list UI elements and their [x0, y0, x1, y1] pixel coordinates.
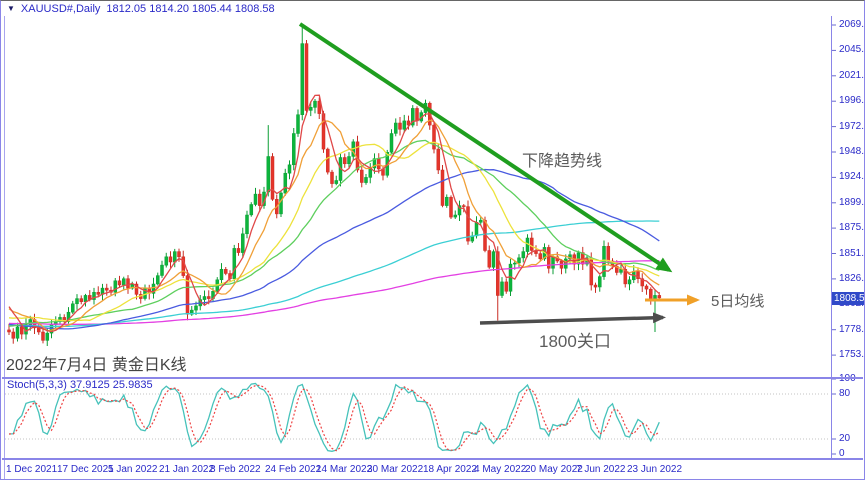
- date-tick-label: 24 Feb 2022: [265, 464, 322, 475]
- descending-trendline: [298, 22, 673, 273]
- ma-60-line: [8, 168, 660, 330]
- symbol-timeframe-label: XAUUSD#,Daily: [20, 2, 101, 15]
- price-tick-label: 1996.90: [839, 95, 865, 106]
- price-tick-label: 1972.60: [839, 121, 865, 132]
- date-tick-label: 20 May 2022: [525, 464, 583, 475]
- ma-30-line: [8, 139, 660, 327]
- price-axis-separator: [831, 2, 832, 459]
- stoch-overbought-oversold-lines: [5, 393, 829, 440]
- date-tick-label: 30 Mar 2022: [367, 464, 424, 475]
- stoch-k-line: [8, 382, 660, 452]
- current-price-badge: 1808.58: [832, 292, 865, 305]
- trendline-annotation-label: 下降趋势线: [522, 153, 603, 170]
- ma-200-line: [8, 259, 660, 326]
- stoch-scale-label: 80: [839, 388, 851, 399]
- date-tick-label: 14 Mar 2022: [316, 464, 373, 475]
- main-stoch-separator[interactable]: [2, 377, 863, 379]
- stochastic-lines: [8, 382, 660, 452]
- price-tick-label: 2045.50: [839, 44, 865, 55]
- date-tick-label: 7 Jun 2022: [576, 464, 626, 475]
- date-tick-label: 18 Apr 2022: [423, 464, 477, 475]
- level-1800-arrow: [479, 312, 666, 325]
- date-tick-label: 4 May 2022: [474, 464, 527, 475]
- annotation-arrows: [298, 22, 700, 325]
- date-tick-label: 23 Jun 2022: [627, 464, 683, 475]
- collapse-triangle-icon[interactable]: ▼: [7, 4, 15, 13]
- symbol-info-bar: ▼ XAUUSD#,Daily 1812.05 1814.20 1805.44 …: [1, 1, 864, 16]
- stoch-scale-label: 0: [839, 448, 845, 459]
- price-tick-label: 1778.20: [839, 324, 865, 335]
- moving-average-lines: [8, 94, 660, 333]
- chart-caption: 2022年7月4日 黄金日K线: [6, 357, 187, 374]
- date-tick-label: 17 Dec 2021: [57, 464, 114, 475]
- stoch-indicator-label: Stoch(5,3,3) 37.9125 25.9835: [7, 379, 153, 391]
- ma-10-line: [8, 119, 660, 332]
- stoch-dateaxis-separator: [2, 458, 863, 460]
- candles: [7, 24, 662, 346]
- ma5-annotation-label: 5日均线: [711, 293, 765, 310]
- date-tick-label: 1 Dec 2021: [6, 464, 58, 475]
- window-left-frame: [4, 1, 5, 479]
- price-tick-label: 1851.10: [839, 248, 865, 259]
- level-1800-annotation-label: 1800关口: [539, 332, 611, 351]
- date-tick-label: 8 Feb 2022: [210, 464, 261, 475]
- price-tick-label: 2021.20: [839, 70, 865, 81]
- date-tick-label: 21 Jan 2022: [159, 464, 215, 475]
- ma-5-line: [8, 94, 660, 333]
- price-tick-label: 1753.90: [839, 349, 865, 360]
- price-tick-label: 1826.80: [839, 273, 865, 284]
- ma-120-line: [8, 220, 660, 328]
- price-tick-label: 1899.70: [839, 197, 865, 208]
- price-tick-label: 1875.40: [839, 222, 865, 233]
- stoch-scale-label: 20: [839, 433, 851, 444]
- price-tick-label: 1948.30: [839, 146, 865, 157]
- date-tick-label: 5 Jan 2022: [108, 464, 158, 475]
- stoch-d-line: [8, 384, 660, 452]
- ohlc-values: 1812.05 1814.20 1805.44 1808.58: [106, 2, 275, 15]
- price-tick-label: 1924.00: [839, 171, 865, 182]
- price-tick-label: 2069.80: [839, 19, 865, 30]
